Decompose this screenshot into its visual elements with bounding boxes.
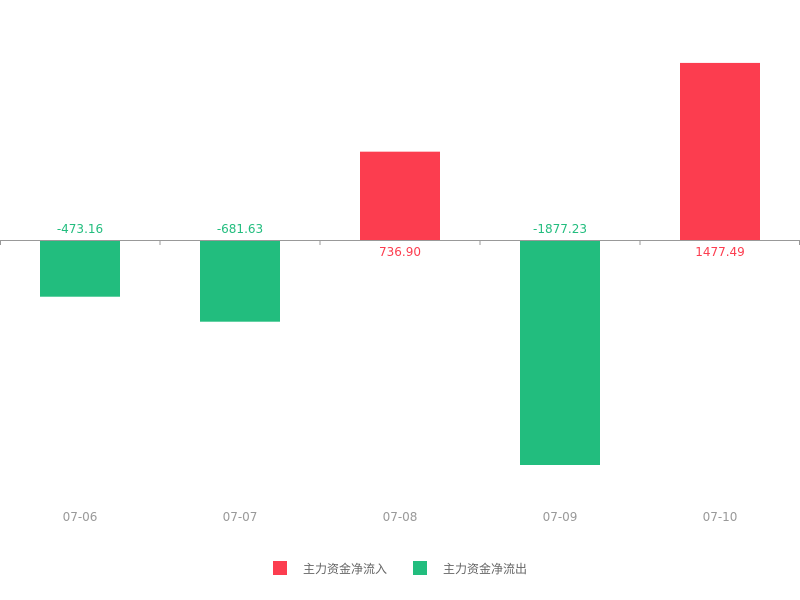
value-label-07-09: -1877.23	[533, 222, 587, 236]
bar-07-08	[360, 151, 440, 240]
x-tick-label-07-10: 07-10	[703, 510, 738, 524]
legend: 主力资金净流入 主力资金净流出	[0, 558, 800, 578]
x-tick-label-07-08: 07-08	[383, 510, 418, 524]
legend-label-outflow: 主力资金净流出	[443, 561, 528, 576]
x-tick-label-07-09: 07-09	[543, 510, 578, 524]
value-label-07-08: 736.90	[379, 245, 421, 259]
x-tick-label-07-07: 07-07	[223, 510, 258, 524]
legend-label-inflow: 主力资金净流入	[302, 561, 387, 576]
legend-swatch-inflow	[272, 561, 287, 575]
bar-07-09	[520, 240, 600, 465]
bar-07-10	[680, 62, 760, 240]
bar-07-07	[200, 240, 280, 322]
value-label-07-07: -681.63	[217, 222, 263, 236]
value-label-07-06: -473.16	[57, 222, 103, 236]
legend-swatch-outflow	[413, 561, 427, 575]
bar-07-06	[40, 240, 120, 297]
legend-item-outflow[interactable]: 主力资金净流出	[413, 560, 527, 577]
x-tick-label-07-06: 07-06	[63, 510, 98, 524]
value-label-07-10: 1477.49	[695, 245, 745, 259]
legend-item-inflow[interactable]: 主力资金净流入	[272, 560, 387, 577]
